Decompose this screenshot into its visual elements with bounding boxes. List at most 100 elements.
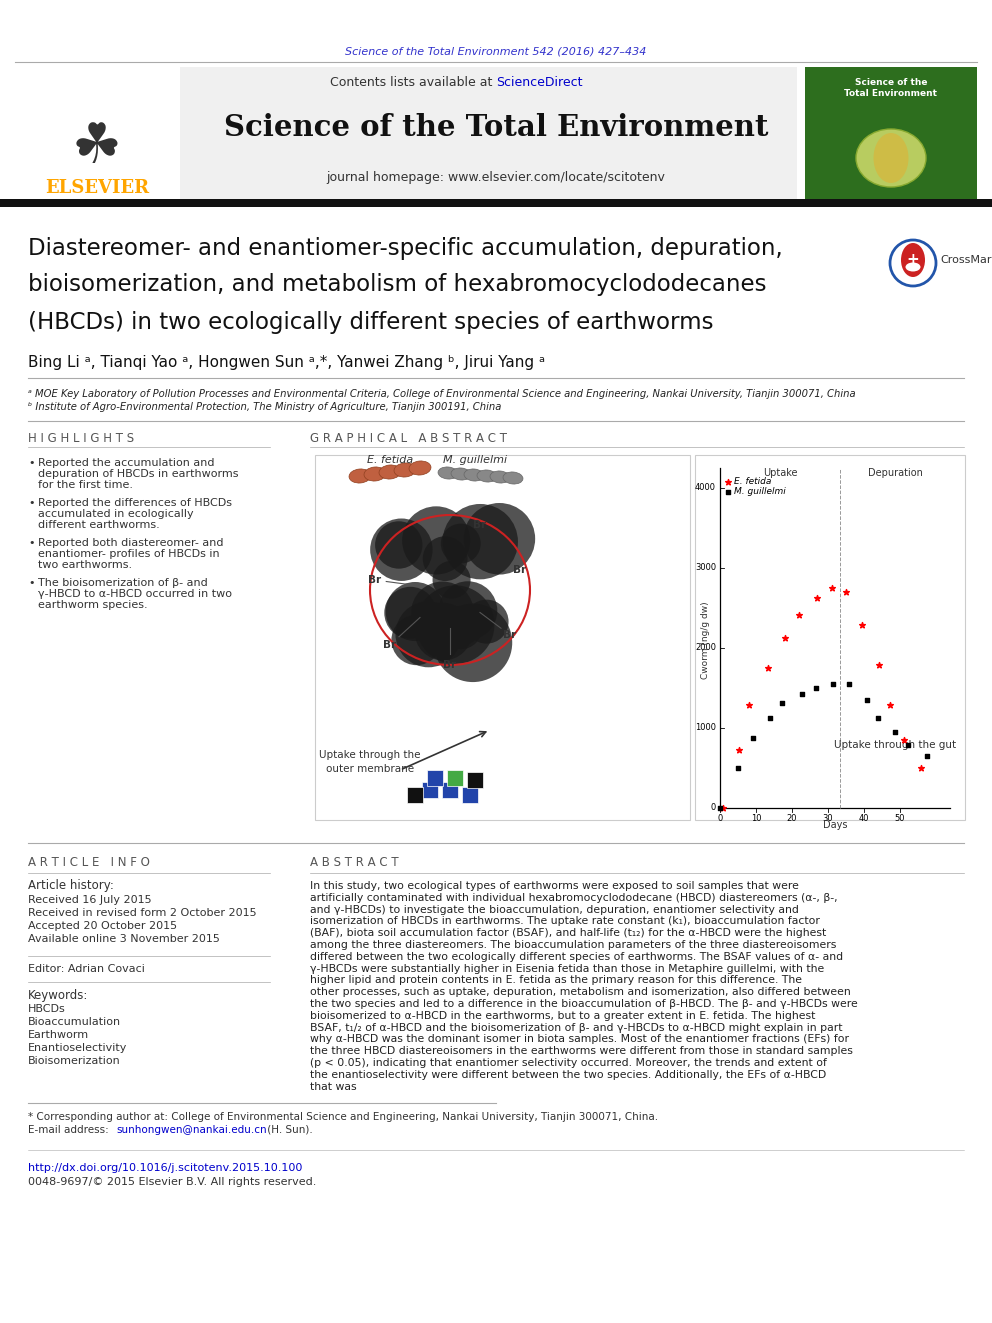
Text: Contents lists available at: Contents lists available at <box>329 75 496 89</box>
Text: The bioisomerization of β- and: The bioisomerization of β- and <box>38 578 207 587</box>
Text: 2000: 2000 <box>695 643 716 652</box>
Text: H I G H L I G H T S: H I G H L I G H T S <box>28 431 134 445</box>
Bar <box>15 67 797 200</box>
Point <box>840 673 856 695</box>
Point <box>859 689 875 710</box>
Text: other processes, such as uptake, depuration, metabolism and isomerization, also : other processes, such as uptake, depurat… <box>310 987 851 998</box>
Text: Bing Li ᵃ, Tianqi Yao ᵃ, Hongwen Sun ᵃ,*, Yanwei Zhang ᵇ, Jirui Yang ᵃ: Bing Li ᵃ, Tianqi Yao ᵃ, Hongwen Sun ᵃ,*… <box>28 356 546 370</box>
Circle shape <box>433 561 470 599</box>
Text: BSAF, t₁/₂ of α-HBCD and the bioisomerization of β- and γ-HBCDs to α-HBCD might : BSAF, t₁/₂ of α-HBCD and the bioisomeriz… <box>310 1023 842 1032</box>
Text: the enantioselectivity were different between the two species. Additionally, the: the enantioselectivity were different be… <box>310 1070 826 1080</box>
Text: Br: Br <box>368 576 382 585</box>
Text: ᵃ MOE Key Laboratory of Pollution Processes and Environmental Criteria, College : ᵃ MOE Key Laboratory of Pollution Proces… <box>28 389 856 400</box>
Text: Article history:: Article history: <box>28 880 114 893</box>
Text: Enantioselectivity: Enantioselectivity <box>28 1043 127 1053</box>
Point <box>745 728 761 749</box>
Point <box>808 587 824 609</box>
Text: Received 16 July 2015: Received 16 July 2015 <box>28 894 152 905</box>
Bar <box>15 67 180 200</box>
Text: Br: Br <box>473 520 486 531</box>
Point <box>854 614 870 635</box>
Text: sunhongwen@nankai.edu.cn: sunhongwen@nankai.edu.cn <box>116 1125 267 1135</box>
Ellipse shape <box>477 470 497 482</box>
Ellipse shape <box>364 467 386 482</box>
Point <box>714 798 730 819</box>
Circle shape <box>392 615 441 665</box>
Text: 4000: 4000 <box>695 483 716 492</box>
Text: the two species and led to a difference in the bioaccumulation of β-HBCD. The β-: the two species and led to a difference … <box>310 999 858 1009</box>
Circle shape <box>384 587 436 639</box>
Text: •: • <box>28 497 35 508</box>
Bar <box>407 787 423 803</box>
Text: Science of the Total Environment 542 (2016) 427–434: Science of the Total Environment 542 (20… <box>345 48 647 57</box>
Text: Reported both diastereomer- and: Reported both diastereomer- and <box>38 538 223 548</box>
Point <box>795 684 810 705</box>
Text: Uptake through the
outer membrane: Uptake through the outer membrane <box>319 750 421 774</box>
Point <box>901 734 917 755</box>
Text: E. fetida: E. fetida <box>367 455 413 464</box>
Circle shape <box>416 585 494 664</box>
Bar <box>0 198 992 206</box>
Text: Editor: Adrian Covaci: Editor: Adrian Covaci <box>28 964 145 974</box>
Text: •: • <box>28 458 35 468</box>
Circle shape <box>440 524 481 564</box>
Ellipse shape <box>503 472 523 484</box>
Point <box>888 721 904 742</box>
Point <box>919 745 934 766</box>
Text: Reported the differences of HBCDs: Reported the differences of HBCDs <box>38 497 232 508</box>
Text: Science of the
Total Environment: Science of the Total Environment <box>844 78 937 98</box>
Point <box>763 708 779 729</box>
Text: In this study, two ecological types of earthworms were exposed to soil samples t: In this study, two ecological types of e… <box>310 881 799 890</box>
Text: 30: 30 <box>822 814 833 823</box>
Ellipse shape <box>856 130 926 187</box>
Circle shape <box>386 582 444 642</box>
Text: why α-HBCD was the dominant isomer in biota samples. Most of the enantiomer frac: why α-HBCD was the dominant isomer in bi… <box>310 1035 849 1044</box>
Text: journal homepage: www.elsevier.com/locate/scitotenv: journal homepage: www.elsevier.com/locat… <box>326 172 666 184</box>
Text: 40: 40 <box>859 814 869 823</box>
Text: G R A P H I C A L   A B S T R A C T: G R A P H I C A L A B S T R A C T <box>310 431 507 445</box>
Text: 0048-9697/© 2015 Elsevier B.V. All rights reserved.: 0048-9697/© 2015 Elsevier B.V. All right… <box>28 1177 316 1187</box>
Text: different earthworms.: different earthworms. <box>38 520 160 531</box>
Point <box>712 798 728 819</box>
Circle shape <box>442 504 518 579</box>
Text: (p < 0.05), indicating that enantiomer selectivity occurred. Moreover, the trend: (p < 0.05), indicating that enantiomer s… <box>310 1058 827 1068</box>
Circle shape <box>411 582 474 644</box>
Text: Bioisomerization: Bioisomerization <box>28 1056 121 1066</box>
Text: 10: 10 <box>751 814 761 823</box>
Circle shape <box>423 536 467 581</box>
Point <box>896 729 912 750</box>
Circle shape <box>463 503 535 574</box>
Text: 1000: 1000 <box>695 724 716 733</box>
Text: Cworm (ng/g dw): Cworm (ng/g dw) <box>701 601 710 679</box>
Text: Br: Br <box>443 660 456 669</box>
Point <box>870 708 886 729</box>
Text: Available online 3 November 2015: Available online 3 November 2015 <box>28 934 220 945</box>
Text: accumulated in ecologically: accumulated in ecologically <box>38 509 193 519</box>
Bar <box>805 67 977 202</box>
Text: Days: Days <box>822 820 847 830</box>
Text: * Corresponding author at: College of Environmental Science and Engineering, Nan: * Corresponding author at: College of En… <box>28 1113 658 1122</box>
Circle shape <box>370 519 433 581</box>
Text: Uptake through the gut: Uptake through the gut <box>834 740 956 750</box>
Bar <box>447 770 463 786</box>
Point <box>774 692 790 713</box>
Text: (H. Sun).: (H. Sun). <box>264 1125 312 1135</box>
Text: Uptake: Uptake <box>763 468 798 478</box>
Text: earthworm species.: earthworm species. <box>38 601 148 610</box>
Circle shape <box>415 603 472 660</box>
Bar <box>315 455 690 820</box>
Text: the three HBCD diastereoisomers in the earthworms were different from those in s: the three HBCD diastereoisomers in the e… <box>310 1046 853 1056</box>
Ellipse shape <box>409 460 431 475</box>
Text: differed between the two ecologically different species of earthworms. The BSAF : differed between the two ecologically di… <box>310 951 843 962</box>
Text: ELSEVIER: ELSEVIER <box>45 179 149 197</box>
Circle shape <box>464 599 509 644</box>
Point <box>760 658 776 679</box>
Text: higher lipid and protein contents in E. fetida as the primary reason for this di: higher lipid and protein contents in E. … <box>310 975 802 986</box>
Text: CrossMark: CrossMark <box>940 255 992 265</box>
Ellipse shape <box>451 468 471 480</box>
Text: Diastereomer- and enantiomer-specific accumulation, depuration,: Diastereomer- and enantiomer-specific ac… <box>28 237 783 259</box>
Text: Accepted 20 October 2015: Accepted 20 October 2015 <box>28 921 178 931</box>
Text: http://dx.doi.org/10.1016/j.scitotenv.2015.10.100: http://dx.doi.org/10.1016/j.scitotenv.20… <box>28 1163 303 1174</box>
Text: 3000: 3000 <box>694 564 716 573</box>
Text: M. guillelmi: M. guillelmi <box>734 487 786 496</box>
